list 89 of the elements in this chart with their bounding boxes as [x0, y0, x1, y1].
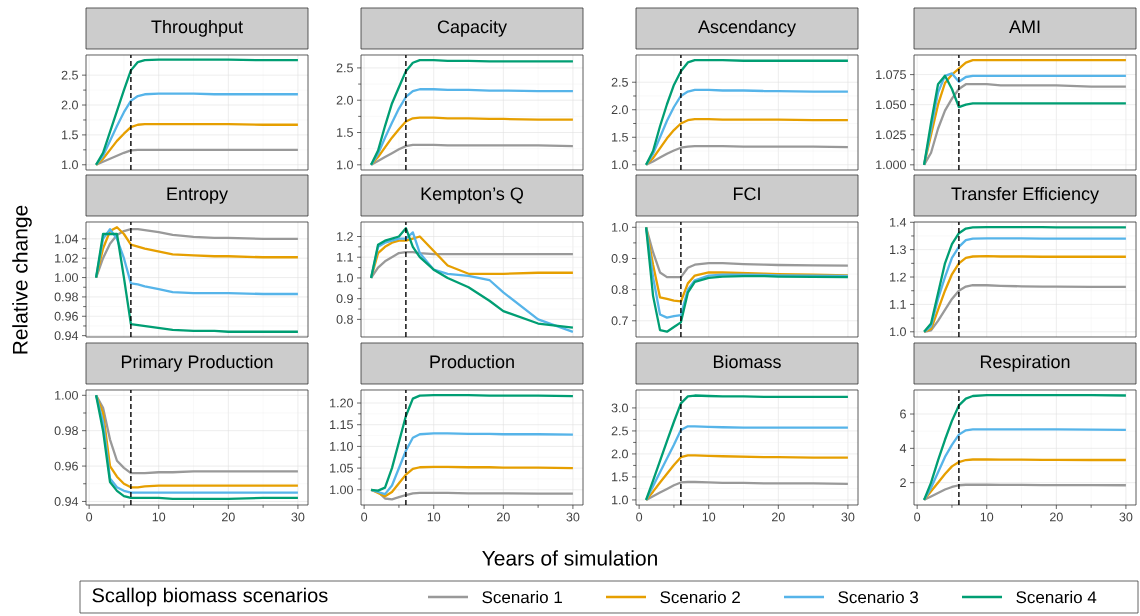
y-tick-label: 1.04: [55, 234, 79, 244]
y-tick-label: 1.5: [62, 130, 78, 140]
x-tick-label: 30: [566, 512, 580, 522]
y-tick-label: 0.96: [54, 311, 78, 321]
chart-title: Kempton’s Q: [421, 187, 523, 204]
x-tick-label: 0: [914, 512, 921, 522]
legend-label: Scenario 2: [660, 590, 740, 604]
y-tick-label: 1.4: [890, 217, 907, 227]
line-series: [369, 465, 575, 498]
y-tick-label: 1.000: [876, 160, 906, 170]
x-tick-label: 0: [86, 512, 93, 522]
y-tick-label: 2.5: [611, 426, 628, 436]
y-tick-label: 0.9: [611, 254, 628, 263]
y-tick-label: 1.0: [612, 160, 628, 170]
y-tick-label: 1.0: [612, 495, 628, 505]
chart-title: Throughput: [151, 19, 243, 37]
chart-title: Respiration: [980, 354, 1070, 372]
y-tick-label: 2.0: [611, 105, 628, 115]
x-tick-label: 10: [980, 512, 994, 522]
legend-label: Scenario 1: [482, 590, 562, 604]
y-tick-label: 1.00: [55, 273, 78, 282]
y-tick-label: 0.8: [336, 314, 353, 324]
y-tick-label: 2.0: [336, 95, 353, 105]
y-tick-label: 1.0: [612, 222, 628, 232]
y-tick-label: 2.5: [336, 63, 353, 73]
legend-title: Scallop biomass scenarios: [92, 587, 328, 607]
x-axis-title: Years of simulation: [482, 550, 657, 566]
chart-title: FCI: [733, 187, 760, 201]
x-tick-label: 10: [702, 512, 716, 522]
y-tick-label: 2.5: [61, 70, 78, 80]
y-tick-label: 1.1: [890, 300, 906, 309]
chart-title: Capacity: [437, 19, 507, 37]
y-tick-label: 1.0: [337, 273, 353, 283]
x-tick-label: 0: [636, 512, 643, 522]
y-tick-label: 1.0: [62, 160, 78, 170]
legend-label: Scenario 3: [838, 590, 919, 604]
y-tick-label: 1.5: [612, 472, 628, 482]
y-tick-label: 1.050: [876, 100, 906, 110]
y-tick-label: 0.94: [54, 331, 79, 341]
y-tick-label: 1.2: [890, 272, 906, 282]
y-tick-label: 1.2: [337, 232, 353, 241]
chart-title: Ascendancy: [698, 19, 796, 37]
y-tick-label: 0.9: [336, 294, 353, 304]
y-tick-label: 0.8: [611, 285, 628, 295]
y-tick-label: 0.98: [54, 292, 78, 302]
y-tick-label: 1.025: [876, 130, 906, 140]
chart-title: Entropy: [167, 187, 228, 204]
x-tick-label: 10: [427, 512, 441, 522]
x-tick-label: 20: [221, 512, 235, 522]
x-tick-label: 20: [497, 512, 510, 522]
y-axis-title: Relative change: [12, 205, 32, 354]
y-tick-label: 2.5: [611, 77, 628, 87]
x-tick-label: 20: [1050, 512, 1063, 522]
y-tick-label: 1.02: [55, 253, 78, 263]
y-tick-label: 6: [900, 409, 906, 419]
y-tick-label: 1.075: [876, 70, 906, 80]
y-tick-label: 1.5: [337, 128, 353, 137]
x-tick-label: 30: [291, 512, 305, 522]
y-tick-label: 2.0: [61, 100, 78, 110]
y-tick-label: 3.0: [611, 403, 628, 413]
x-tick-label: 10: [152, 512, 166, 522]
chart-title: Production: [430, 354, 514, 369]
chart-title: Primary Production: [121, 354, 273, 372]
y-tick-label: 1.00: [55, 390, 78, 400]
y-tick-label: 0.98: [54, 426, 78, 436]
y-tick-label: 1.0: [890, 327, 906, 337]
y-tick-label: 4: [899, 444, 907, 453]
y-tick-label: 0.96: [54, 461, 78, 471]
x-tick-label: 20: [772, 512, 785, 522]
y-tick-label: 1.15: [330, 420, 353, 430]
y-tick-label: 2: [900, 478, 906, 488]
y-tick-label: 1.1: [337, 252, 353, 262]
y-tick-label: 0.94: [54, 497, 79, 506]
x-tick-label: 0: [361, 512, 368, 522]
y-tick-label: 0.7: [611, 316, 628, 326]
y-tick-label: 1.5: [612, 132, 628, 142]
y-tick-label: 1.05: [330, 463, 353, 473]
legend-label: Scenario 4: [1016, 590, 1097, 604]
y-tick-label: 1.10: [330, 441, 353, 451]
chart-title: Biomass: [713, 354, 781, 369]
y-tick-label: 1.20: [330, 398, 353, 408]
y-tick-label: 1.3: [890, 245, 906, 255]
y-tick-label: 1.0: [337, 160, 353, 170]
x-tick-label: 30: [1119, 512, 1133, 522]
y-tick-label: 2.0: [611, 449, 628, 459]
chart-title: AMI: [1009, 20, 1040, 33]
chart-title: Transfer Efficiency: [951, 186, 1100, 204]
y-tick-label: 1.00: [330, 485, 353, 495]
x-tick-label: 30: [841, 512, 855, 522]
